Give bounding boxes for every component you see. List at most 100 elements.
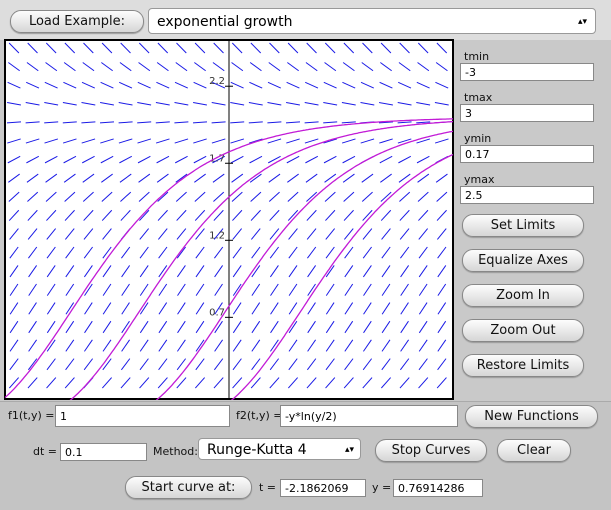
clear-button[interactable]: Clear — [497, 439, 571, 462]
slope-field-plot[interactable]: 2.2 1.7 1.2 0.7 — [4, 39, 454, 400]
slope-segment — [44, 121, 59, 124]
tmin-input[interactable]: -3 — [460, 63, 594, 81]
example-select[interactable]: exponential growth ▴▾ — [148, 8, 596, 34]
slope-segment — [251, 302, 261, 315]
f2-input[interactable]: -y*ln(y/2) — [280, 405, 458, 427]
slope-segment — [7, 155, 21, 164]
slope-segment — [416, 121, 431, 124]
slope-segment — [343, 209, 354, 221]
stop-curves-button[interactable]: Stop Curves — [375, 439, 487, 462]
slope-segment — [325, 377, 336, 389]
slope-segment — [286, 102, 300, 106]
slope-segment — [398, 173, 411, 183]
slope-segment — [231, 191, 243, 202]
slope-segment — [287, 173, 299, 183]
slope-segment — [285, 121, 301, 124]
slope-segment — [81, 102, 96, 106]
slope-segment — [398, 81, 412, 89]
slope-segment — [46, 228, 57, 240]
slope-segment — [121, 320, 130, 334]
t-label: t = — [259, 481, 277, 494]
slope-segment — [323, 155, 337, 164]
slope-segment — [83, 265, 93, 278]
zoom-out-button[interactable]: Zoom Out — [462, 319, 584, 342]
slope-segment — [360, 102, 375, 106]
restore-limits-button[interactable]: Restore Limits — [462, 354, 584, 377]
zoom-in-button[interactable]: Zoom In — [462, 284, 584, 307]
slope-segment — [100, 81, 114, 89]
slope-segment — [306, 42, 317, 54]
slope-segment — [417, 173, 430, 183]
dt-input[interactable]: 0.1 — [60, 443, 147, 461]
slope-segment — [28, 302, 37, 315]
slope-segment — [156, 81, 170, 89]
slope-segment — [211, 138, 226, 144]
ymin-input[interactable]: 0.17 — [460, 145, 594, 163]
start-curve-button[interactable]: Start curve at: — [125, 476, 252, 499]
tmax-input[interactable]: 3 — [460, 104, 594, 122]
method-select[interactable]: Runge-Kutta 4 ▴▾ — [198, 438, 361, 460]
slope-segment — [249, 81, 263, 89]
slope-segment — [211, 102, 226, 106]
slope-segment — [139, 339, 149, 352]
slope-segment — [325, 283, 335, 296]
slope-segment — [25, 121, 40, 124]
slope-segment — [344, 283, 354, 296]
slope-segment — [120, 191, 132, 202]
slope-segment — [251, 283, 261, 296]
slope-segment — [400, 302, 409, 315]
slope-segment — [286, 81, 300, 89]
select-arrows: ▴▾ — [344, 445, 354, 455]
ymax-input[interactable]: 2.5 — [460, 186, 594, 204]
slope-segment — [155, 138, 170, 144]
load-example-button[interactable]: Load Example: — [10, 10, 144, 33]
slope-segment — [344, 339, 354, 352]
slope-segment — [380, 191, 392, 202]
slope-segment — [381, 302, 391, 315]
f1-input[interactable]: 1 — [55, 405, 230, 427]
slope-segment — [324, 42, 336, 54]
slope-segment — [269, 228, 280, 240]
slope-segment — [287, 62, 299, 72]
slope-segment — [195, 339, 205, 352]
slope-segment — [100, 102, 114, 106]
slope-segment — [232, 209, 243, 221]
slope-segment — [363, 320, 372, 334]
slope-segment — [307, 265, 317, 278]
slope-segment — [64, 191, 76, 202]
new-functions-button[interactable]: New Functions — [465, 405, 598, 428]
slope-segment — [138, 42, 150, 54]
slope-segment — [156, 155, 170, 164]
slope-segment — [194, 173, 206, 183]
slope-segment — [8, 209, 20, 221]
slope-segment — [121, 246, 131, 259]
y-input[interactable]: 0.76914286 — [393, 479, 483, 497]
slope-segment — [65, 339, 75, 352]
slope-segment — [418, 265, 428, 278]
slope-segment — [44, 102, 59, 106]
slope-segment — [214, 283, 223, 296]
slope-segment — [250, 191, 262, 202]
slope-segment — [344, 358, 354, 371]
slope-segment — [230, 81, 244, 89]
slope-segment — [325, 228, 336, 240]
slope-segment — [212, 62, 225, 72]
slope-segment — [381, 339, 391, 352]
slope-segment — [28, 246, 38, 259]
slope-segment — [83, 42, 94, 54]
equalize-axes-button[interactable]: Equalize Axes — [462, 249, 584, 272]
set-limits-button[interactable]: Set Limits — [462, 214, 584, 237]
slope-segment — [82, 62, 95, 72]
slope-segment — [157, 191, 169, 202]
slope-segment — [249, 62, 262, 72]
t-input[interactable]: -2.1862069 — [280, 479, 366, 497]
slope-segment — [84, 339, 93, 352]
slope-segment — [81, 155, 95, 164]
slope-segment — [307, 320, 316, 334]
slope-segment — [65, 302, 75, 315]
slope-segment — [195, 358, 205, 371]
slope-segment — [287, 191, 299, 202]
slope-segment — [267, 138, 282, 144]
slope-segment — [158, 246, 168, 259]
